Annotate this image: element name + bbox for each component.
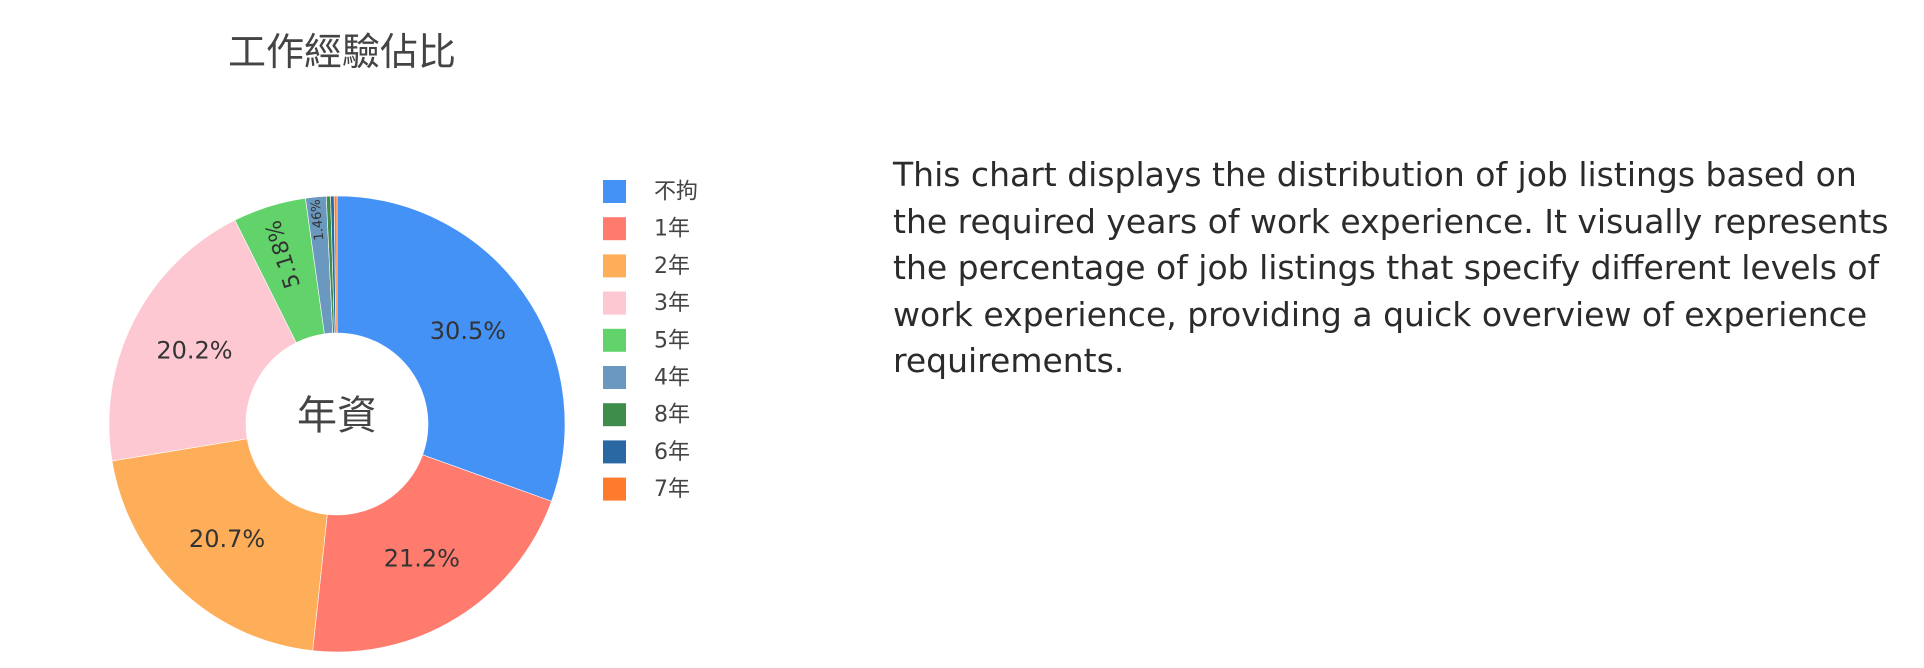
slice-label: 30.5% bbox=[430, 317, 506, 345]
legend-label[interactable]: 8年 bbox=[654, 403, 690, 428]
legend-swatch[interactable] bbox=[603, 403, 626, 427]
legend-swatch[interactable] bbox=[603, 328, 626, 352]
legend-swatch[interactable] bbox=[603, 440, 626, 464]
legend-swatch[interactable] bbox=[603, 477, 626, 501]
pie-slice[interactable] bbox=[336, 195, 566, 502]
legend-label[interactable]: 不拘 bbox=[654, 180, 698, 205]
center-label: 年資 bbox=[297, 393, 377, 439]
legend-swatch[interactable] bbox=[603, 180, 626, 203]
donut-chart: 工作經驗佔比 30.5%21.2%20.7%20.2%5.18% 1.46% 年資… bbox=[108, 30, 698, 653]
legend-swatch[interactable] bbox=[603, 254, 626, 278]
legend-label[interactable]: 1年 bbox=[654, 217, 690, 242]
legend-label[interactable]: 6年 bbox=[654, 440, 690, 465]
pie-slice[interactable] bbox=[108, 219, 297, 462]
pie-slice[interactable] bbox=[312, 454, 552, 653]
legend-swatch[interactable] bbox=[603, 366, 626, 389]
pie-slice[interactable] bbox=[111, 438, 328, 652]
legend-swatch[interactable] bbox=[603, 291, 626, 315]
legend-label[interactable]: 3年 bbox=[654, 291, 690, 316]
slice-label: 1.46% bbox=[309, 199, 328, 242]
pie-slice[interactable] bbox=[333, 195, 338, 334]
legend: 不拘 1年 2年 3年 5年 4年 8年 6年 7年 bbox=[603, 180, 698, 502]
chart-description: This chart displays the distribution of … bbox=[893, 155, 1889, 380]
chart-title: 工作經驗佔比 bbox=[228, 30, 456, 74]
slices-layer bbox=[108, 195, 566, 653]
legend-label[interactable]: 4年 bbox=[654, 366, 690, 391]
legend-label[interactable]: 7年 bbox=[654, 477, 690, 502]
legend-label[interactable]: 5年 bbox=[654, 328, 690, 353]
slice-label: 20.7% bbox=[189, 525, 265, 553]
legend-swatch[interactable] bbox=[603, 217, 626, 241]
pie-chart-panel: 工作經驗佔比 30.5% 21.2% 20.7% 20.2% 5.18% 1.46% 年資… bbox=[0, 0, 860, 668]
legend-label[interactable]: 2年 bbox=[654, 254, 690, 279]
slice-label: 21.2% bbox=[384, 545, 460, 573]
slice-label: 20.2% bbox=[156, 336, 232, 364]
